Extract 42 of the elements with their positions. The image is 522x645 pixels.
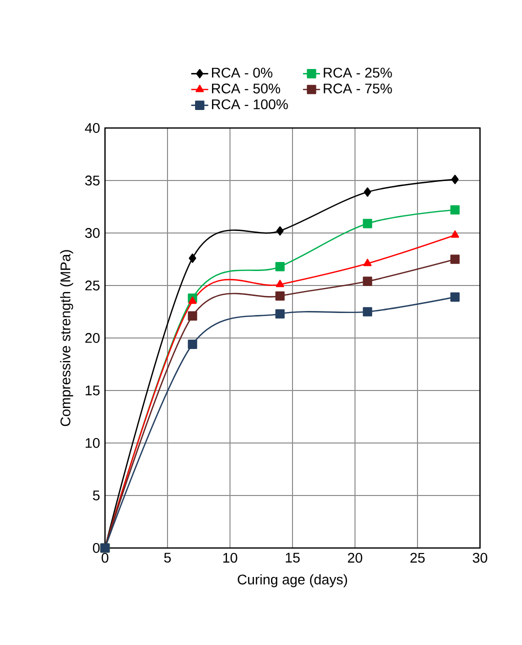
point bbox=[362, 276, 372, 286]
x-tick-label: 30 bbox=[472, 552, 488, 563]
y-tick-label: 30 bbox=[85, 228, 100, 238]
y-tick-label: 15 bbox=[86, 386, 100, 396]
y-tick-label: 5 bbox=[92, 490, 100, 500]
point bbox=[450, 230, 460, 238]
point bbox=[450, 205, 460, 215]
point bbox=[276, 226, 284, 236]
x-tick-label: 5 bbox=[164, 552, 171, 563]
legend-label: RCA - 75% bbox=[324, 84, 392, 94]
y-tick-label: 25 bbox=[85, 280, 100, 290]
point bbox=[188, 311, 198, 321]
x-tick-label: 10 bbox=[223, 552, 238, 563]
point bbox=[276, 280, 284, 288]
point bbox=[450, 254, 460, 264]
y-tick-label: 10 bbox=[86, 438, 100, 448]
legend-label: RCA - 25% bbox=[324, 68, 392, 78]
y-tick-label: 20 bbox=[85, 333, 100, 343]
point bbox=[188, 296, 197, 304]
y-axis-title: Compressive strength (MPa) bbox=[60, 250, 74, 426]
x-tick-label: 25 bbox=[410, 552, 425, 563]
point bbox=[188, 340, 198, 349]
point bbox=[275, 262, 285, 272]
point bbox=[450, 292, 460, 302]
x-tick-label: 20 bbox=[348, 552, 362, 563]
point bbox=[275, 291, 285, 301]
x-tick-label: 0 bbox=[102, 552, 108, 563]
point bbox=[362, 307, 372, 316]
point bbox=[364, 187, 372, 197]
legend-label: RCA - 0% bbox=[212, 68, 272, 78]
y-tick-label: 40 bbox=[84, 123, 100, 133]
y-tick-label: 0 bbox=[92, 543, 100, 553]
x-axis-title: Curing age (days) bbox=[238, 574, 348, 588]
point bbox=[451, 174, 459, 184]
point bbox=[362, 218, 372, 228]
legend-label: RCA - 50% bbox=[212, 84, 280, 94]
point bbox=[363, 258, 372, 266]
y-tick-label: 35 bbox=[85, 176, 100, 186]
legend-label: RCA - 100% bbox=[212, 99, 288, 110]
x-tick-label: 15 bbox=[286, 552, 300, 563]
point bbox=[188, 254, 196, 263]
point bbox=[275, 309, 285, 318]
